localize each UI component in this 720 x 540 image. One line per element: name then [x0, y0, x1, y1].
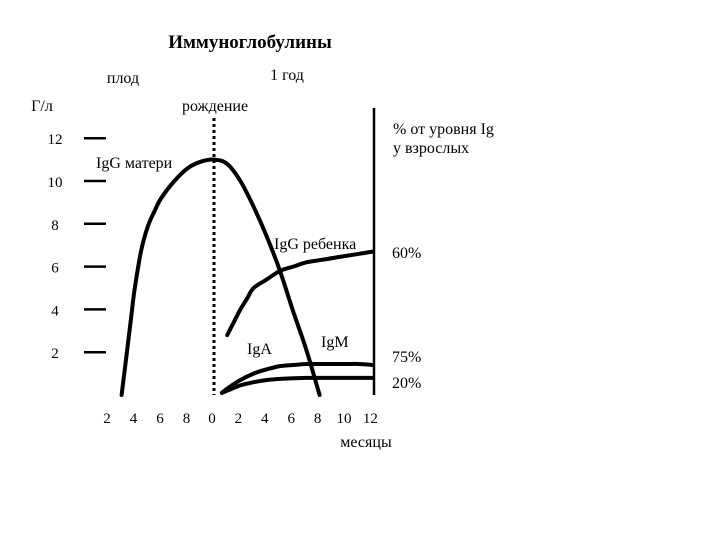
x-tick-label: 8	[183, 411, 191, 427]
right-header-line-2: у взрослых	[393, 140, 469, 157]
iga-curve	[219, 375, 375, 395]
x-tick-label: 2	[235, 411, 243, 427]
y-tick-label: 10	[48, 175, 63, 191]
y-axis: 12 10 8 6 4 2	[48, 132, 106, 362]
one-year-label: 1 год	[270, 67, 304, 84]
x-tick-label: 2	[103, 411, 111, 427]
igg-child-label: IgG ребенка	[274, 236, 356, 253]
x-tick-label: 12	[363, 411, 378, 427]
y-tick-label: 6	[51, 261, 59, 277]
x-tick-label: 8	[314, 411, 322, 427]
fetus-label: плод	[107, 70, 139, 87]
igg-mother-curve	[119, 157, 322, 397]
x-tick-label: 4	[130, 411, 138, 427]
x-axis: 2 4 6 8 0 2 4 6 8 10 12	[103, 411, 378, 427]
chart-title: Иммуноглобулины	[168, 32, 332, 53]
x-tick-label: 4	[261, 411, 269, 427]
series-labels: IgG матери IgG ребенка 60% IgM 75% IgA 20%	[96, 155, 421, 392]
series-group	[119, 157, 375, 397]
igm-label: IgM	[321, 334, 349, 351]
x-tick-label: 6	[156, 411, 164, 427]
y-tick-label: 2	[51, 346, 59, 362]
birth-label: рождение	[182, 98, 248, 115]
iga-label: IgA	[247, 341, 272, 358]
igm-percent-label: 75%	[392, 349, 421, 366]
x-tick-label: 0	[208, 411, 216, 427]
y-axis-label: Г/л	[31, 98, 53, 115]
igm-curve	[219, 361, 375, 395]
igg-mother-label: IgG матери	[96, 155, 173, 172]
igg-percent-label: 60%	[392, 245, 421, 262]
right-header-line-1: % от уровня Ig	[393, 121, 494, 138]
y-tick-label: 4	[51, 303, 59, 319]
x-tick-label: 6	[287, 411, 295, 427]
x-axis-label: месяцы	[340, 434, 392, 451]
x-tick-label: 10	[337, 411, 352, 427]
y-tick-label: 8	[51, 218, 59, 234]
iga-percent-label: 20%	[392, 375, 421, 392]
igg-child-curve	[225, 249, 375, 338]
y-tick-label: 12	[48, 132, 63, 148]
